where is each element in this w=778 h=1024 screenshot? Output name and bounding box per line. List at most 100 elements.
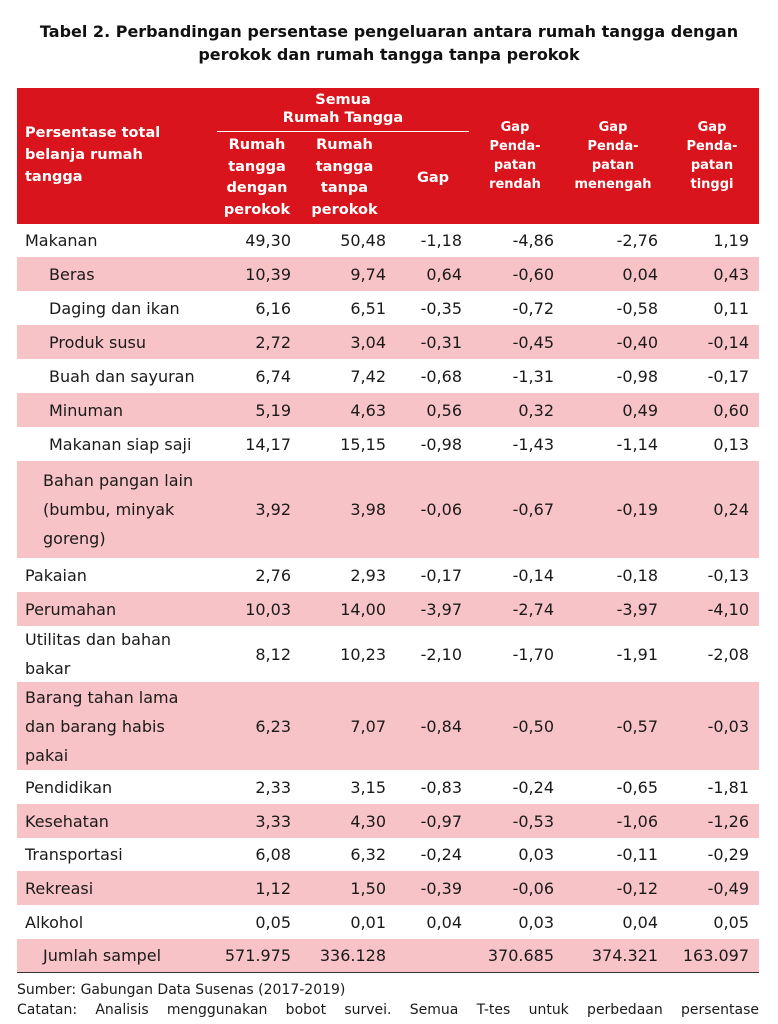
cell-value: 49,30: [245, 231, 291, 250]
table-title: Tabel 2. Perbandingan persentase pengelu…: [0, 20, 778, 66]
row-label-line: Barang tahan lama: [25, 687, 179, 707]
table-row: Pakaian 2,76 2,93 -0,17 -0,14 -0,18 -0,13: [17, 558, 759, 592]
header-group-divider: [217, 131, 469, 132]
row-label-line: Pendidikan: [25, 777, 113, 797]
header-col-gap-low-income: Gap Penda-patan rendah: [489, 120, 541, 192]
cell-value: 50,48: [340, 231, 386, 250]
cell-value: 0,43: [713, 264, 749, 284]
table-row: Pendidikan 2,33 3,15 -0,83 -0,24 -0,65 -1,81: [17, 770, 759, 804]
row-label-line: goreng): [43, 529, 106, 548]
row-label-line: Rekreasi: [25, 878, 94, 898]
cell-value: -4,86: [512, 231, 554, 250]
row-label: Rekreasi: [17, 874, 217, 903]
cell-value: -2,10: [420, 644, 462, 664]
cell-value: -0,06: [512, 878, 554, 898]
cell-value: -0,72: [512, 298, 554, 318]
cell-value: 2,72: [255, 332, 291, 352]
cell-value: 10,03: [245, 599, 291, 619]
row-label: Barang tahan lama dan barang habis pakai: [17, 683, 217, 770]
table-row: Buah dan sayuran 6,74 7,42 -0,68 -1,31 -0,98 -…: [17, 359, 759, 393]
cell-value: 3,04: [350, 332, 386, 352]
cell-value: 0,05: [255, 912, 291, 932]
cell-value: 0,13: [713, 434, 749, 454]
cell-value: -0,17: [420, 565, 462, 585]
cell-value: -0,57: [616, 716, 658, 736]
cell-value: 14,00: [340, 599, 386, 619]
cell-value: -3,97: [616, 599, 658, 619]
row-label: Minuman: [17, 396, 217, 425]
row-label-line: Buah dan sayuran: [49, 366, 195, 386]
row-label-line: pakai: [25, 745, 69, 765]
row-label-line: Jumlah sampel: [43, 946, 162, 965]
cell-value: 14,17: [245, 434, 291, 454]
cell-value: 0,03: [518, 912, 554, 932]
row-label-line: Alkohol: [25, 912, 84, 932]
cell-value: 6,16: [255, 298, 291, 318]
row-label: Buah dan sayuran: [17, 362, 217, 391]
cell-value: 10,39: [245, 264, 291, 284]
table-row: Alkohol 0,05 0,01 0,04 0,03 0,04 0,05: [17, 905, 759, 939]
cell-value: -1,70: [512, 644, 554, 664]
table-row: Barang tahan lama dan barang habis pakai 6,…: [17, 682, 759, 770]
cell-value: 1,50: [350, 878, 386, 898]
table-row: Kesehatan 3,33 4,30 -0,97 -0,53 -1,06 -1,26: [17, 804, 759, 838]
cell-value: 15,15: [340, 434, 386, 454]
row-label-line: Makanan: [25, 231, 98, 250]
cell-value: -0,14: [707, 332, 749, 352]
row-label: Makanan: [17, 226, 217, 255]
cell-value: 2,93: [350, 565, 386, 585]
cell-value: -1,81: [707, 777, 749, 797]
cell-value: 6,74: [255, 366, 291, 386]
row-label-line: (bumbu, minyak: [43, 500, 175, 519]
cell-value: 4,30: [350, 811, 386, 831]
cell-value: -0,24: [420, 845, 462, 864]
cell-value: 0,01: [350, 912, 386, 932]
cell-value: -2,76: [616, 231, 658, 250]
row-label-line: Pakaian: [25, 565, 87, 585]
cell-value: -4,10: [707, 599, 749, 619]
row-label-line: Kesehatan: [25, 811, 109, 831]
cell-value: -1,18: [420, 231, 462, 250]
table-row: Makanan 49,30 50,48 -1,18 -4,86 -2,76 1,19: [17, 224, 759, 257]
cell-value: 7,07: [350, 716, 386, 736]
header-col-without-smoker: Rumah tangga tanpa perokok: [311, 137, 378, 218]
table-row: Minuman 5,19 4,63 0,56 0,32 0,49 0,60: [17, 393, 759, 427]
cell-value: 4,63: [350, 400, 386, 420]
cell-value: 9,74: [350, 264, 386, 284]
cell-value: 0,24: [713, 500, 749, 519]
table-title-line-2: perokok dan rumah tangga tanpa perokok: [198, 45, 580, 64]
cell-value: 5,19: [255, 400, 291, 420]
cell-value: -1,14: [616, 434, 658, 454]
header-col-with-smoker: Rumah tangga dengan perokok: [223, 137, 291, 218]
table-row: Makanan siap saji 14,17 15,15 -0,98 -1,43 -1,…: [17, 427, 759, 461]
cell-value: -0,06: [420, 500, 462, 519]
cell-value: 10,23: [340, 644, 386, 664]
row-label: Pendidikan: [17, 773, 217, 802]
row-label: Produk susu: [17, 328, 217, 357]
row-label-line: Minuman: [49, 400, 124, 420]
cell-value: -0,45: [512, 332, 554, 352]
table-row: Transportasi 6,08 6,32 -0,24 0,03 -0,11 -0,29: [17, 838, 759, 871]
table-bottom-rule: [17, 972, 759, 973]
row-label: Alkohol: [17, 908, 217, 937]
cell-value: 1,12: [255, 878, 291, 898]
cell-value: 2,76: [255, 565, 291, 585]
row-label-line: Produk susu: [49, 332, 146, 352]
cell-value: 0,04: [426, 912, 462, 932]
row-label: Pakaian: [17, 561, 217, 590]
table-row: Utilitas dan bahan bakar 8,12 10,23 -2,10 -1,…: [17, 626, 759, 682]
row-label-line: Beras: [49, 264, 95, 284]
cell-value: -0,14: [512, 565, 554, 585]
cell-value: 3,98: [350, 500, 386, 519]
cell-value: -0,50: [512, 716, 554, 736]
cell-value: -0,35: [420, 298, 462, 318]
cell-value: 3,33: [255, 811, 291, 831]
cell-value: -0,39: [420, 878, 462, 898]
header-col-gap-high-income: Gap Penda-patan tinggi: [686, 120, 738, 192]
cell-value: -0,53: [512, 811, 554, 831]
row-label-line: Utilitas dan bahan: [25, 630, 172, 649]
row-label-line: Perumahan: [25, 599, 117, 619]
cell-value: 0,05: [713, 912, 749, 932]
table-body: Makanan 49,30 50,48 -1,18 -4,86 -2,76 1,19 Bera…: [17, 224, 759, 972]
cell-value: -0,98: [420, 434, 462, 454]
